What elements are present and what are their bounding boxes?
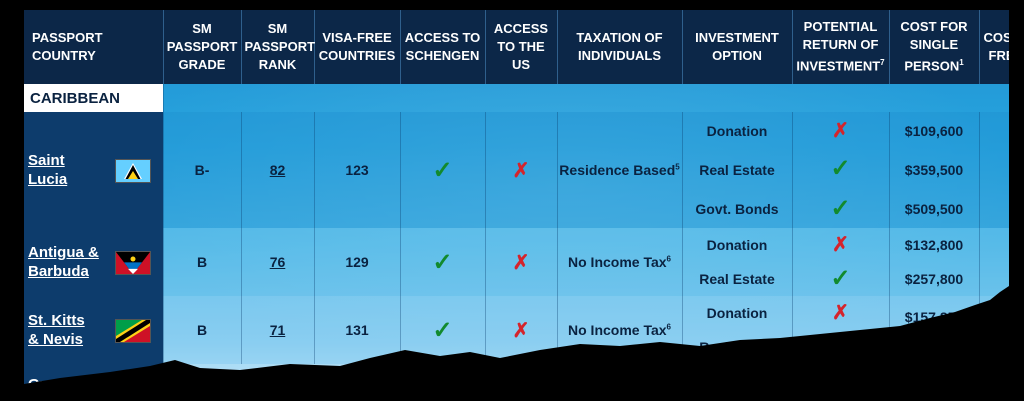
- visa-free-count: 131: [314, 296, 401, 364]
- header-taxation: TAXATION OF INDIVIDUALS: [557, 10, 683, 84]
- check-icon: ✓: [432, 316, 453, 344]
- table-row: St. Kitts & Nevis B 71 131 ✓ ✗ No Income …: [24, 296, 1009, 364]
- header-country: PASSPORT COUNTRY: [24, 10, 164, 84]
- country-cell: Grenada: [24, 364, 164, 401]
- country-cell: St. Kitts & Nevis: [24, 296, 164, 364]
- schengen-access: ✓: [400, 112, 486, 228]
- country-link[interactable]: Grenada: [28, 375, 89, 393]
- cost-single: $109,600 $359,500 $509,500: [889, 112, 980, 228]
- passport-rank[interactable]: 82: [241, 112, 315, 228]
- taxation: No Income Tax6: [557, 296, 683, 364]
- header-rank: SM PASSPORT RANK: [241, 10, 315, 84]
- cross-icon: ✗: [832, 119, 849, 142]
- investment-options: Donation Real Estate Govt. Bonds: [682, 112, 793, 228]
- table-row: Grenada: [24, 364, 1009, 401]
- us-access: ✗: [485, 228, 558, 296]
- check-icon: ✓: [432, 248, 453, 276]
- us-access: ✗: [485, 112, 558, 228]
- country-link[interactable]: Saint Lucia: [28, 152, 68, 188]
- cost-single: $132,800 $257,800: [889, 228, 980, 296]
- passport-rank[interactable]: 71: [241, 296, 315, 364]
- check-icon: ✓: [830, 332, 851, 360]
- visa-free-count: 129: [314, 228, 401, 296]
- cross-icon: ✗: [512, 159, 530, 182]
- header-row: PASSPORT COUNTRY SM PASSPORT GRADE SM PA…: [24, 10, 1009, 84]
- check-icon: ✓: [830, 154, 851, 182]
- schengen-access: ✓: [400, 296, 486, 364]
- header-grade: SM PASSPORT GRADE: [163, 10, 242, 84]
- header-schengen: ACCESS TO SCHENGEN: [400, 10, 486, 84]
- passport-grade: B: [163, 228, 242, 296]
- visa-free-count: 123: [314, 112, 401, 228]
- cross-icon: ✗: [512, 251, 530, 274]
- country-link[interactable]: St. Kitts & Nevis: [28, 312, 85, 348]
- header-visa-free: VISA-FREE COUNTRIES: [314, 10, 401, 84]
- country-cell: Antigua & Barbuda: [24, 228, 164, 296]
- header-investment: INVESTMENT OPTION: [682, 10, 793, 84]
- check-icon: ✓: [830, 264, 851, 292]
- table-row: Saint Lucia B- 82 123 ✓ ✗ Residence Based…: [24, 112, 1009, 228]
- saint-lucia-flag-icon: [114, 159, 151, 183]
- comparison-sheet: PASSPORT COUNTRY SM PASSPORT GRADE SM PA…: [24, 10, 1009, 401]
- cross-icon: ✗: [832, 233, 849, 256]
- taxation: Residence Based5: [557, 112, 683, 228]
- passport-grade: B: [163, 296, 242, 364]
- check-icon: ✓: [432, 156, 453, 184]
- schengen-access: ✓: [400, 228, 486, 296]
- cross-icon: ✗: [512, 319, 530, 342]
- header-cost-family: COST FRE: [979, 10, 1009, 84]
- roi-markers: ✗ ✓: [792, 296, 890, 364]
- passport-grade: B-: [163, 112, 242, 228]
- table-row: Antigua & Barbuda B 76 129 ✓ ✗ No Income …: [24, 228, 1009, 296]
- investment-options: Donation Real Estate: [682, 228, 793, 296]
- country-link[interactable]: Antigua & Barbuda: [28, 244, 99, 280]
- passport-comparison-table: PASSPORT COUNTRY SM PASSPORT GRADE SM PA…: [24, 10, 1009, 401]
- antigua-flag-icon: [114, 251, 151, 275]
- cross-icon: ✗: [832, 301, 849, 324]
- header-cost: COST FOR SINGLE PERSON1: [889, 10, 980, 84]
- header-roi: POTENTIAL RETURN OF INVESTMENT7: [792, 10, 890, 84]
- region-row: CARIBBEAN: [24, 84, 1009, 112]
- check-icon: ✓: [830, 194, 851, 222]
- country-cell: Saint Lucia: [24, 112, 164, 228]
- st-kitts-flag-icon: [114, 319, 151, 343]
- region-label: CARIBBEAN: [24, 84, 164, 112]
- us-access: ✗: [485, 296, 558, 364]
- cost-single: $157,850: [889, 296, 980, 364]
- header-us: ACCESS TO THE US: [485, 10, 558, 84]
- roi-markers: ✗ ✓ ✓: [792, 112, 890, 228]
- investment-options: Donation Real Estate: [682, 296, 793, 364]
- passport-rank[interactable]: 76: [241, 228, 315, 296]
- roi-markers: ✗ ✓: [792, 228, 890, 296]
- taxation: No Income Tax6: [557, 228, 683, 296]
